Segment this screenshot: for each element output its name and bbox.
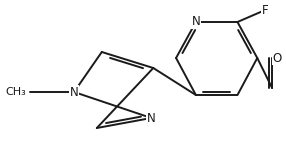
Text: N: N [147,112,156,125]
Text: CH₃: CH₃ [5,87,26,97]
Text: N: N [192,15,200,28]
Text: F: F [262,4,269,16]
Text: N: N [70,86,78,99]
Text: O: O [272,52,281,65]
